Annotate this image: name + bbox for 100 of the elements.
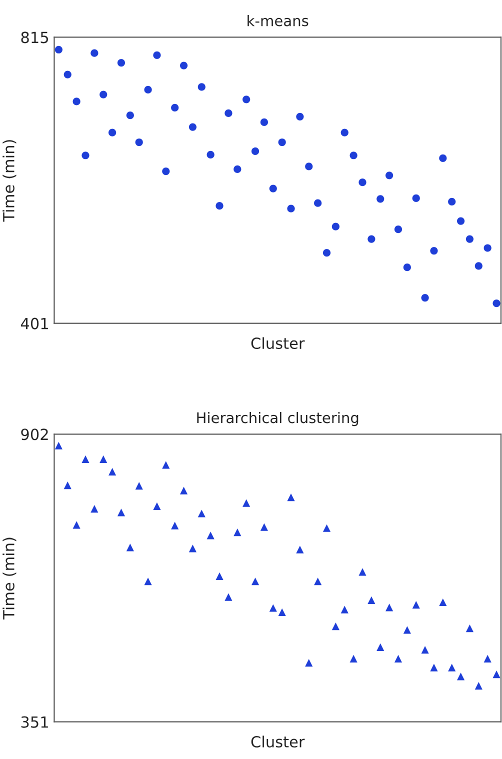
point [350, 152, 358, 160]
point [90, 505, 98, 513]
point [421, 294, 429, 302]
point [206, 150, 214, 158]
point [474, 262, 482, 270]
point [224, 109, 232, 118]
point [412, 194, 420, 202]
point [242, 499, 250, 507]
point [108, 128, 116, 136]
point [376, 643, 384, 651]
point [82, 455, 90, 464]
point [126, 544, 134, 552]
point [484, 244, 492, 252]
point [162, 461, 170, 469]
point [332, 222, 340, 230]
point [403, 626, 411, 634]
point [394, 226, 402, 234]
point [100, 455, 108, 464]
point [350, 654, 358, 662]
point [314, 199, 322, 207]
point [403, 264, 411, 272]
point [188, 123, 197, 131]
point [64, 70, 72, 78]
y-tick-label: 401 [20, 318, 48, 330]
point [466, 624, 474, 632]
point [260, 118, 268, 126]
point [135, 482, 143, 490]
point [224, 593, 232, 601]
point [234, 528, 242, 536]
point [54, 442, 62, 450]
point [376, 195, 384, 203]
point [448, 198, 456, 206]
point [64, 482, 72, 490]
point [340, 128, 348, 136]
point [117, 58, 126, 67]
point [188, 544, 197, 552]
point [180, 62, 188, 70]
chart-title: Hierarchical clustering [197, 412, 358, 426]
y-tick-label: 815 [21, 32, 48, 44]
point [439, 154, 447, 162]
point [135, 138, 143, 146]
point [117, 508, 126, 516]
point [144, 578, 152, 586]
point [269, 184, 277, 192]
point [126, 111, 134, 120]
point [287, 494, 295, 502]
point [278, 138, 286, 146]
point [198, 83, 206, 91]
point [153, 502, 161, 510]
point [430, 664, 438, 672]
point [82, 152, 90, 160]
point [242, 96, 250, 104]
point [234, 165, 242, 174]
point [108, 468, 116, 476]
point [314, 578, 322, 586]
y-axis-title: Time (min) [2, 538, 16, 620]
point [269, 604, 277, 612]
point [439, 598, 447, 606]
point [484, 654, 492, 662]
point [198, 510, 206, 518]
point [287, 204, 295, 212]
point [90, 49, 98, 57]
point [474, 682, 482, 690]
point [456, 217, 465, 225]
point [322, 524, 331, 532]
point [251, 147, 260, 156]
point [358, 178, 366, 186]
point [430, 246, 438, 255]
point [260, 523, 268, 531]
point [153, 51, 161, 59]
y-axis-title: Time (min) [2, 140, 16, 222]
point [296, 546, 304, 554]
point [72, 98, 80, 106]
point [492, 670, 500, 678]
point [216, 572, 224, 580]
y-tick-label: 351 [21, 716, 48, 728]
point [358, 568, 366, 576]
point [206, 532, 214, 540]
point [100, 90, 108, 98]
point [278, 608, 286, 616]
point [72, 521, 80, 529]
point [385, 604, 394, 612]
point [322, 249, 331, 257]
point [305, 162, 313, 170]
point [251, 578, 260, 586]
point [296, 112, 304, 120]
point [340, 606, 348, 614]
x-axis-title: Cluster [251, 736, 305, 748]
point [171, 104, 179, 112]
point [492, 299, 500, 308]
point [412, 601, 420, 609]
x-axis-title: Cluster [251, 337, 305, 350]
point [466, 235, 474, 243]
point [386, 172, 394, 180]
point [216, 202, 224, 210]
point [180, 486, 188, 494]
point [171, 522, 179, 530]
chart-title: k-means [248, 15, 308, 26]
point [332, 622, 340, 630]
point [394, 654, 402, 662]
